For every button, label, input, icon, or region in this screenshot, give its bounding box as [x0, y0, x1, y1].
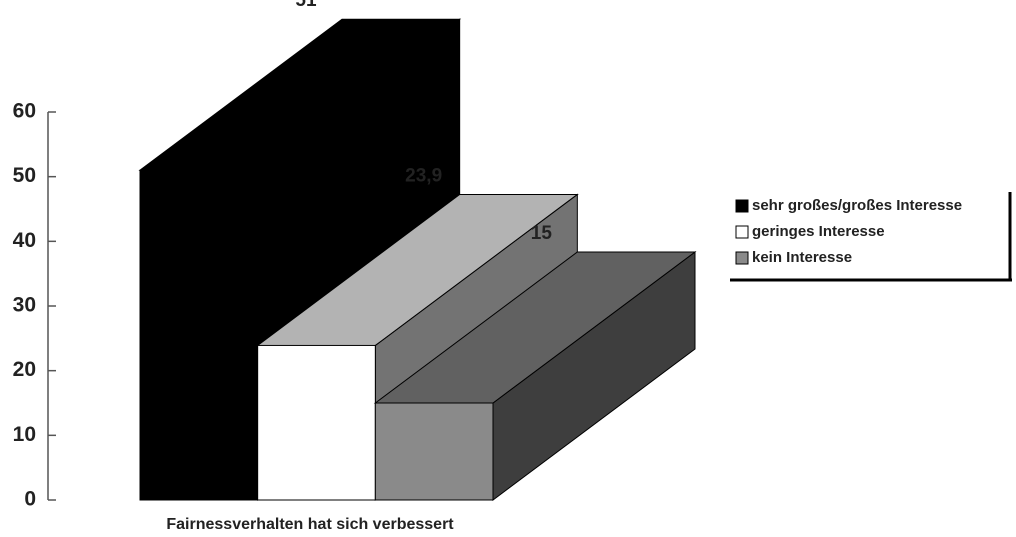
y-tick-label: 40 [13, 229, 36, 252]
bar [139, 169, 259, 501]
data-label: 23,9 [405, 165, 442, 186]
data-label: 15 [531, 223, 553, 244]
legend-label: geringes Interesse [752, 223, 885, 240]
y-tick-label: 50 [13, 164, 36, 187]
legend-swatch [735, 251, 749, 265]
legend-label: sehr großes/großes Interesse [752, 197, 962, 214]
y-tick-label: 30 [13, 294, 36, 317]
y-tick-label: 10 [13, 423, 36, 446]
y-tick-label: 0 [24, 488, 36, 511]
legend-swatch [735, 199, 749, 213]
legend-box [730, 192, 1010, 280]
y-tick-label: 20 [13, 358, 36, 381]
legend-swatch [735, 225, 749, 239]
bar [374, 402, 494, 501]
legend-label: kein Interesse [752, 249, 852, 266]
y-tick-label: 60 [13, 100, 36, 123]
x-tick-label: Fairnessverhalten hat sich verbessert [166, 516, 454, 533]
data-label: 51 [295, 0, 317, 11]
bar [257, 344, 376, 501]
